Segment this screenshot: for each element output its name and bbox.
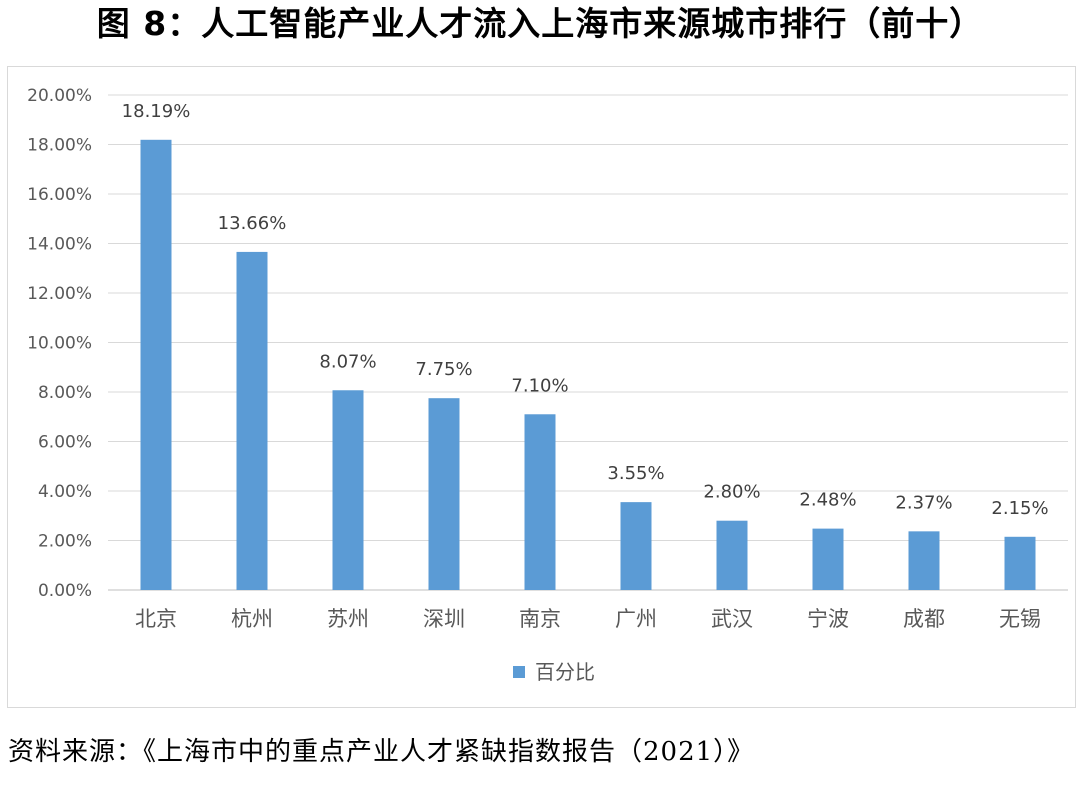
data-label: 8.07% — [319, 351, 376, 372]
legend-swatch — [513, 666, 525, 678]
x-tick-label: 杭州 — [231, 607, 273, 631]
x-tick-label: 苏州 — [327, 607, 369, 631]
x-tick-label: 广州 — [615, 607, 657, 631]
y-tick-label: 20.00% — [27, 86, 92, 106]
data-label: 3.55% — [607, 463, 664, 484]
data-label: 7.10% — [511, 375, 568, 396]
data-label: 2.80% — [703, 482, 760, 503]
x-tick-label: 成都 — [903, 607, 945, 631]
x-tick-label: 深圳 — [423, 607, 465, 631]
data-label: 13.66% — [218, 213, 287, 234]
bar-chart: 0.00% 2.00% 4.00% 6.00% 8.00% 10.00% 12.00% 14.… — [27, 86, 1068, 684]
bar — [524, 414, 556, 590]
bar — [812, 528, 844, 590]
x-tick-label: 无锡 — [999, 607, 1041, 631]
chart-title: 图 8：人工智能产业人才流入上海市来源城市排行（前十） — [96, 4, 984, 43]
y-tick-label: 2.00% — [38, 532, 92, 552]
data-label: 7.75% — [415, 359, 472, 380]
y-tick-label: 12.00% — [27, 284, 92, 304]
data-label: 18.19% — [122, 101, 191, 122]
x-tick-label: 南京 — [519, 607, 561, 631]
y-tick-label: 16.00% — [27, 185, 92, 205]
bar — [908, 531, 940, 590]
data-label: 2.37% — [895, 492, 952, 513]
x-tick-label: 宁波 — [807, 607, 849, 631]
bar — [236, 251, 268, 591]
bar — [1004, 536, 1036, 590]
chart-area: 0.00% 2.00% 4.00% 6.00% 8.00% 10.00% 12.00% 14.… — [7, 66, 1076, 708]
legend-label: 百分比 — [535, 660, 595, 684]
bar — [140, 139, 172, 591]
data-label: 2.48% — [799, 490, 856, 511]
x-tick-label: 北京 — [135, 607, 177, 631]
bar — [620, 502, 652, 590]
data-label: 2.15% — [991, 498, 1048, 519]
bar — [332, 390, 364, 590]
y-tick-label: 6.00% — [38, 433, 92, 453]
x-tick-label: 武汉 — [711, 607, 753, 631]
bar — [716, 520, 748, 590]
bar — [428, 398, 460, 590]
y-tick-label: 8.00% — [38, 383, 92, 403]
y-tick-label: 18.00% — [27, 136, 92, 156]
y-tick-label: 14.00% — [27, 235, 92, 255]
source-note: 资料来源：《上海市中的重点产业人才紧缺指数报告（2021）》 — [8, 737, 755, 767]
y-tick-label: 10.00% — [27, 334, 92, 354]
y-tick-label: 0.00% — [38, 581, 92, 601]
y-tick-label: 4.00% — [38, 482, 92, 502]
